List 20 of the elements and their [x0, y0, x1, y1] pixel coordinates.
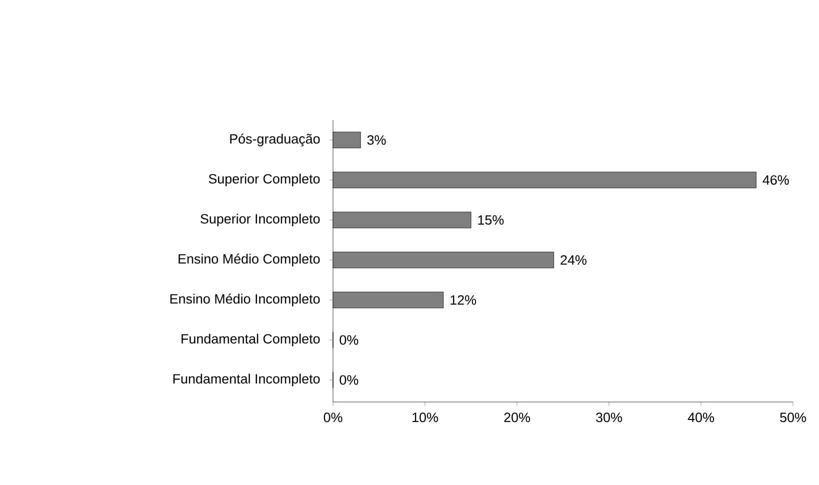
data-label: 12%	[450, 295, 476, 305]
y-tick-label: Fundamental Incompleto	[173, 374, 320, 386]
data-label: 15%	[478, 215, 504, 225]
x-tick-label: 40%	[688, 412, 714, 422]
x-tick-label: 20%	[504, 412, 530, 422]
data-label: 0%	[340, 335, 358, 345]
data-label: 0%	[340, 375, 358, 385]
y-tick-label: Pós-graduação	[230, 134, 320, 146]
data-label: 46%	[762, 175, 789, 185]
x-tick-label: 30%	[596, 412, 622, 422]
y-tick-label: Fundamental Completo	[182, 334, 320, 346]
data-label: 3%	[367, 135, 386, 145]
y-tick-label: Superior Incompleto	[200, 214, 320, 226]
y-tick-label: Ensino Médio Completo	[178, 254, 320, 266]
y-tick-label: Ensino Médio Incompleto	[170, 294, 320, 306]
x-tick-label: 0%	[324, 412, 342, 422]
data-label: 24%	[560, 255, 586, 265]
y-tick-label: Superior Completo	[208, 174, 320, 186]
x-tick-label: 10%	[412, 412, 438, 422]
x-tick-label: 50%	[780, 412, 806, 422]
